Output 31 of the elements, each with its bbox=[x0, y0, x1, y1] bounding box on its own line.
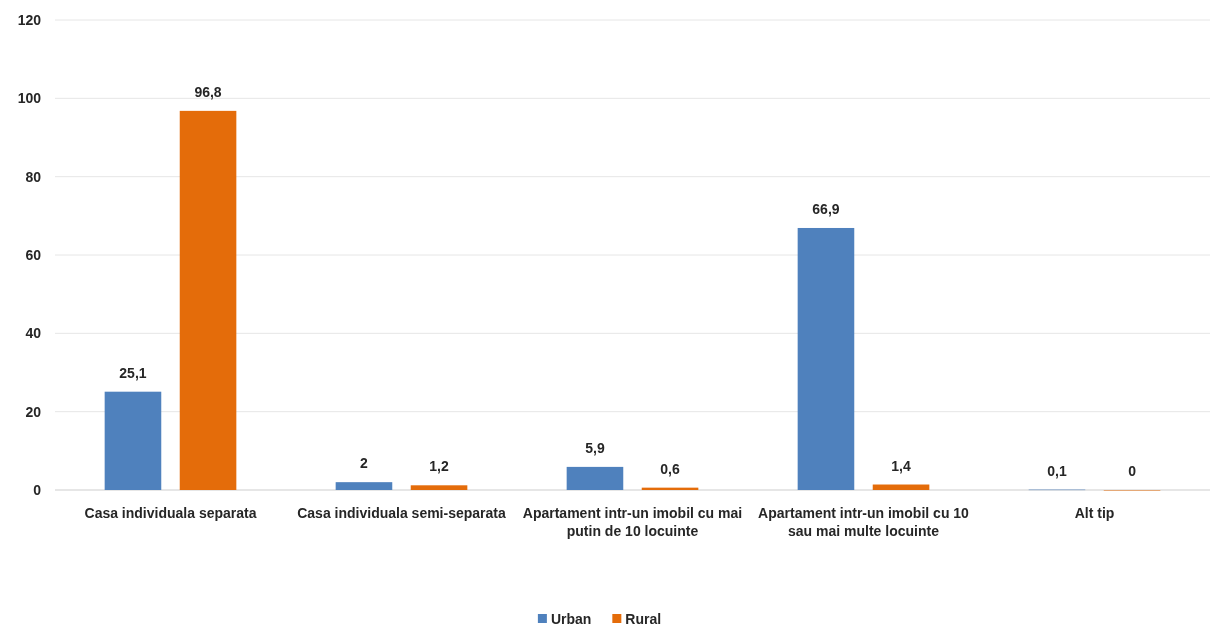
y-tick-label: 60 bbox=[25, 246, 42, 263]
x-tick-label: Alt tip bbox=[1074, 505, 1115, 521]
data-label: 25,1 bbox=[119, 364, 147, 381]
y-tick-label: 20 bbox=[25, 403, 42, 420]
data-label: 0,6 bbox=[660, 460, 680, 477]
x-tick-label: Apartament intr-un imobil cu 10 sau mai multe locuinte bbox=[758, 505, 970, 539]
data-label: 66,9 bbox=[812, 200, 840, 217]
bar bbox=[797, 227, 855, 490]
x-tick-label: Apartament intr-un imobil cu mai putin de 10 locuinte bbox=[522, 505, 743, 539]
data-label: 2 bbox=[360, 455, 369, 472]
y-tick-label: 80 bbox=[25, 168, 42, 185]
y-tick-label: 0 bbox=[33, 481, 42, 498]
y-tick-label: 120 bbox=[17, 11, 42, 28]
y-tick-label: 100 bbox=[17, 90, 42, 107]
bar bbox=[872, 484, 930, 490]
bar bbox=[566, 466, 624, 490]
x-tick-label: Casa individuala semi-separata bbox=[297, 505, 506, 521]
data-label: 0,1 bbox=[1047, 462, 1067, 479]
legend-label: Rural bbox=[625, 611, 662, 627]
legend-label: Urban bbox=[550, 611, 592, 627]
data-label: 1,4 bbox=[891, 457, 911, 474]
data-label: 0 bbox=[1128, 463, 1137, 479]
data-label: 1,2 bbox=[429, 458, 449, 475]
data-label: 5,9 bbox=[585, 439, 605, 456]
bar bbox=[179, 110, 237, 490]
bar bbox=[410, 485, 468, 490]
data-label: 96,8 bbox=[194, 83, 222, 100]
bar bbox=[104, 391, 162, 490]
x-tick-label: Casa individuala separata bbox=[84, 505, 257, 521]
y-tick-label: 40 bbox=[25, 325, 42, 342]
bar bbox=[335, 482, 393, 490]
